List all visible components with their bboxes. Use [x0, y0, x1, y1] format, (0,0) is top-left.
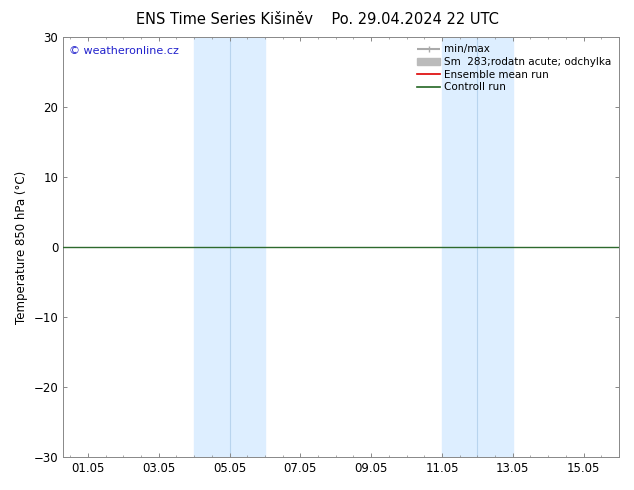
Legend: min/max, Sm  283;rodatn acute; odchylka, Ensemble mean run, Controll run: min/max, Sm 283;rodatn acute; odchylka, … [415, 42, 614, 95]
Text: © weatheronline.cz: © weatheronline.cz [68, 46, 179, 55]
Bar [442, 37, 513, 457]
Y-axis label: Temperature 850 hPa (°C): Temperature 850 hPa (°C) [15, 171, 28, 324]
Bar [194, 37, 265, 457]
Text: ENS Time Series Kišiněv    Po. 29.04.2024 22 UTC: ENS Time Series Kišiněv Po. 29.04.2024 2… [136, 12, 498, 27]
